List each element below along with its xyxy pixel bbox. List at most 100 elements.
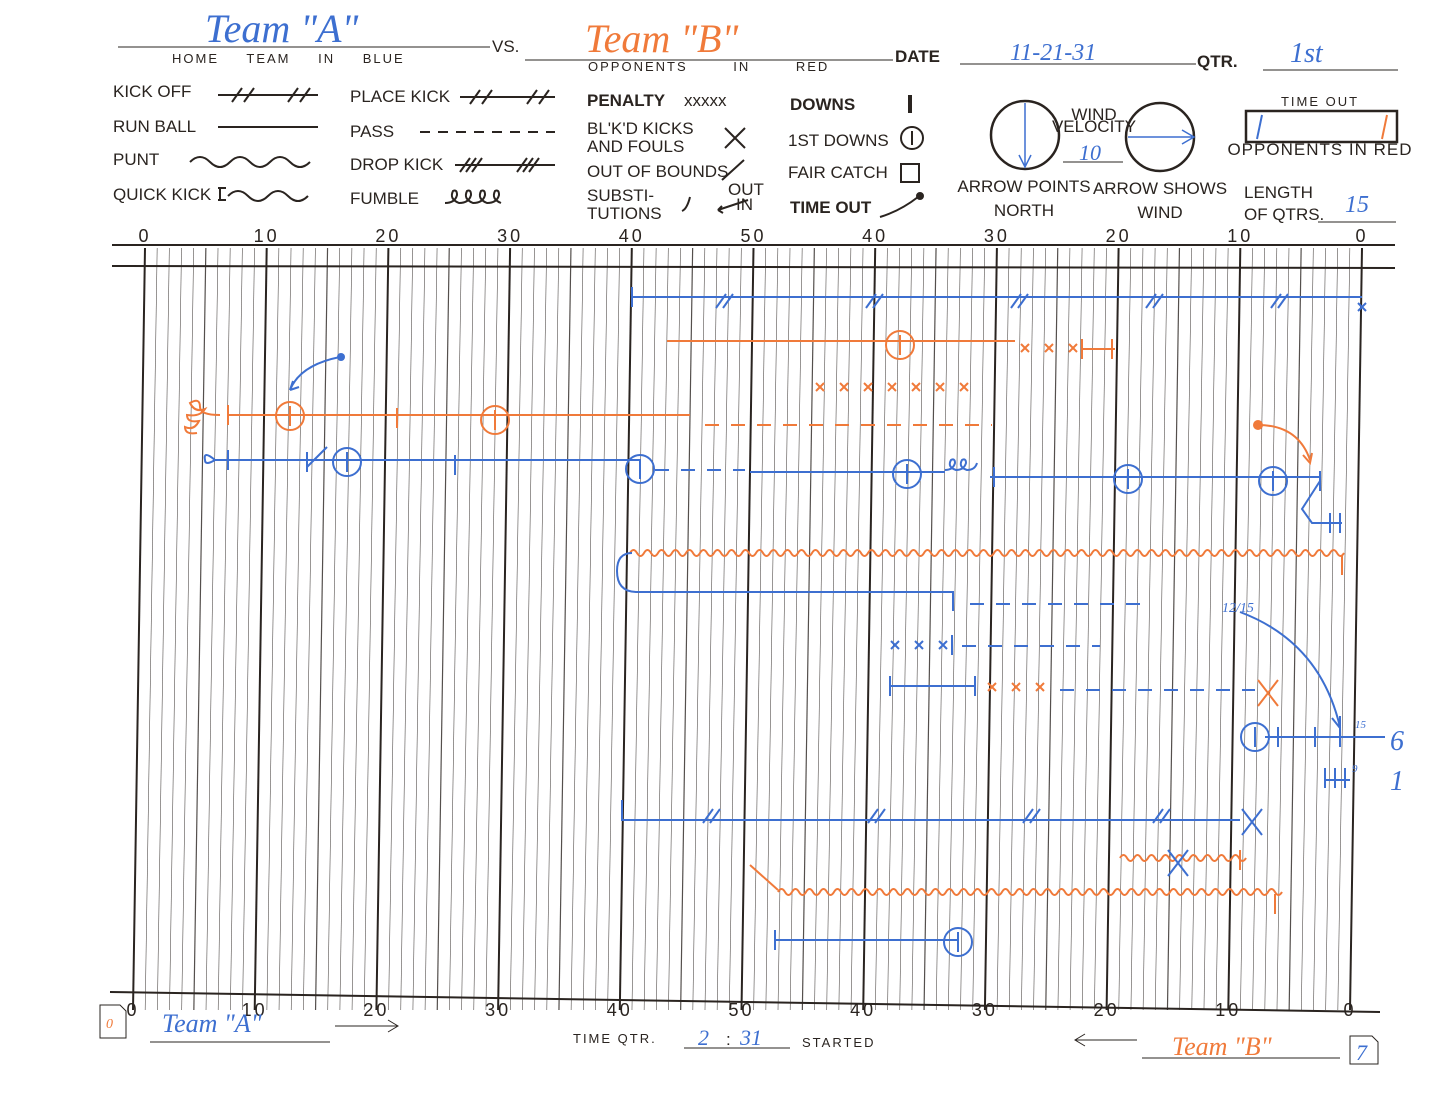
yard-label: 30 — [972, 1000, 998, 1020]
legend-label: PLACE KICK — [350, 87, 451, 106]
first-down — [885, 330, 915, 360]
yard-label: 20 — [1094, 1000, 1120, 1020]
legend-label: DOWNS — [790, 95, 855, 114]
home-team: Team "A" — [205, 6, 358, 51]
yard-line — [1325, 247, 1338, 1011]
yard-line — [157, 247, 170, 1011]
play-line — [1035, 682, 1045, 692]
yard-line — [1203, 247, 1217, 1011]
legend-label: BL'K'D KICKS — [587, 119, 694, 138]
yard-line — [875, 247, 888, 1011]
date-label: DATE — [895, 47, 940, 66]
yard-line — [485, 247, 499, 1011]
time-out-title: TIME OUT — [1281, 94, 1359, 109]
play-line — [183, 399, 221, 435]
yard-label: 40 — [607, 1000, 633, 1020]
legend-label: RUN BALL — [113, 117, 196, 136]
time-out-box — [1244, 109, 1399, 144]
yard-line — [850, 247, 864, 1011]
yard-line — [327, 247, 341, 1011]
home-caption: HOME TEAM IN BLUE — [172, 51, 405, 66]
play-line — [935, 382, 945, 392]
wind-velocity: 10 — [1079, 140, 1101, 165]
yard-line — [1008, 247, 1022, 1011]
yard-line — [570, 247, 584, 1011]
yard-line — [1166, 247, 1181, 1011]
north-arrow — [1018, 103, 1032, 169]
yard-label: 0 — [126, 1000, 139, 1020]
yard-line — [388, 247, 401, 1011]
legend-label: TIME OUT — [790, 198, 872, 217]
opponent: Team "B" — [585, 16, 738, 61]
time-min: 2 — [698, 1025, 709, 1050]
yard-label: 30 — [485, 1000, 511, 1020]
wind-arrow — [1128, 129, 1196, 145]
yard-line — [217, 247, 231, 1011]
play-line — [887, 382, 897, 392]
yard-line-major — [740, 247, 755, 1011]
yard-label: 10 — [1215, 1000, 1241, 1020]
away-score: 7 — [1356, 1040, 1368, 1065]
yard-line — [509, 247, 523, 1011]
play-line — [890, 640, 900, 650]
legend-label: PASS — [350, 122, 394, 141]
first-down — [625, 454, 655, 484]
play-line — [1152, 808, 1171, 824]
length-label: LENGTH — [1244, 183, 1313, 202]
yard-line — [1154, 247, 1168, 1011]
yard-line — [972, 247, 986, 1011]
yard-line — [181, 247, 194, 1011]
yard-line — [801, 247, 815, 1011]
yard-line — [473, 247, 487, 1011]
yard-line — [765, 247, 779, 1011]
play-line — [1241, 808, 1263, 836]
play-line — [911, 382, 921, 392]
play-line — [1010, 293, 1029, 309]
yard-line — [656, 247, 669, 1011]
direction-arrow — [1074, 1033, 1137, 1047]
play-line — [867, 808, 886, 824]
first-down — [480, 405, 510, 435]
play-line — [615, 552, 953, 593]
started: STARTED — [802, 1035, 875, 1050]
play-line — [987, 682, 997, 692]
yard-line — [314, 247, 329, 1011]
play-line — [1257, 424, 1313, 466]
first-down — [332, 447, 362, 477]
wind-panel: WIND VELOCITY 10 ARROW POINTS NORTH ARRO… — [957, 99, 1227, 222]
yard-line — [1264, 247, 1278, 1011]
yard-label: 40 — [862, 226, 888, 246]
legend-label: OUT OF BOUNDS — [587, 162, 728, 181]
yard-line — [716, 247, 730, 1011]
home-score: 0 — [106, 1017, 113, 1032]
yard-line — [1252, 247, 1265, 1011]
play-line — [938, 640, 948, 650]
date: 11-21-31 — [1010, 40, 1096, 66]
time-out-caption: OPPONENTS IN RED — [1227, 140, 1412, 159]
yard-line — [193, 247, 207, 1011]
play-line — [863, 382, 873, 392]
legend-label: 1ST DOWNS — [788, 131, 889, 150]
vs: VS. — [492, 37, 519, 56]
yard-line — [692, 247, 706, 1011]
annotation: 15 — [1355, 719, 1367, 731]
yard-line — [449, 247, 462, 1011]
first-down — [275, 401, 305, 431]
time-sec: 31 — [739, 1025, 762, 1050]
direction-arrow — [335, 1019, 399, 1033]
yard-line-major — [983, 247, 998, 1011]
yard-line — [424, 247, 438, 1011]
yard-line — [1094, 247, 1107, 1011]
dot — [337, 353, 345, 361]
yard-line — [595, 247, 608, 1011]
play-line — [629, 549, 1345, 557]
yard-label: 0 — [1355, 226, 1368, 246]
yard-line — [278, 247, 292, 1011]
length-label: OF QTRS. — [1244, 205, 1324, 224]
legend-label: PENALTY — [587, 91, 666, 110]
yard-line — [242, 247, 255, 1011]
qtr-label: QTR. — [1197, 52, 1238, 71]
yard-label: 30 — [984, 226, 1010, 246]
first-down — [1113, 464, 1143, 494]
